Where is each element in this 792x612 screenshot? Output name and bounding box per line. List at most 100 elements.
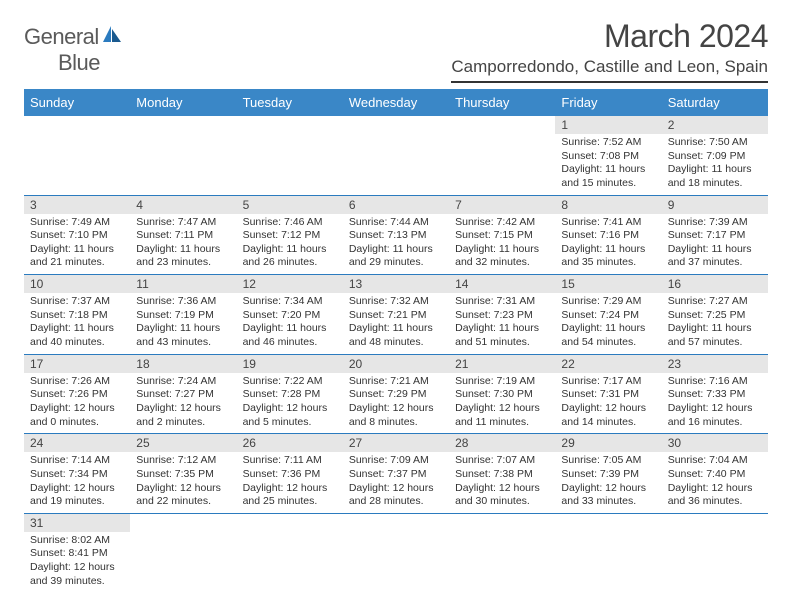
day-header: Monday [130, 89, 236, 116]
day-number: 11 [130, 275, 236, 293]
day-data: Sunrise: 7:21 AMSunset: 7:29 PMDaylight:… [343, 373, 449, 434]
calendar-cell: 13 Sunrise: 7:32 AMSunset: 7:21 PMDayligh… [343, 275, 449, 355]
calendar-row: 3Sunrise: 7:49 AMSunset: 7:10 PMDaylight… [24, 195, 768, 275]
calendar-cell: 1Sunrise: 7:52 AMSunset: 7:08 PMDaylight… [555, 116, 661, 195]
day-number: 13 [343, 275, 449, 293]
sunset-text: Sunset: 7:34 PM [30, 468, 124, 482]
sunrise-text: Sunrise: 7:24 AM [136, 375, 230, 389]
sunrise-text: Sunrise: 7:32 AM [349, 295, 443, 309]
daylight-text-2: and 23 minutes. [136, 256, 230, 270]
daylight-text-2: and 40 minutes. [30, 336, 124, 350]
sunrise-text: Sunrise: 7:49 AM [30, 216, 124, 230]
sunset-text: Sunset: 7:19 PM [136, 309, 230, 323]
sunrise-text: Sunrise: 7:07 AM [455, 454, 549, 468]
sunset-text: Sunset: 7:11 PM [136, 229, 230, 243]
day-data: Sunrise: 7:11 AMSunset: 7:36 PMDaylight:… [237, 452, 343, 513]
calendar-cell: 29Sunrise: 7:05 AMSunset: 7:39 PMDayligh… [555, 434, 661, 514]
day-number: 6 [343, 196, 449, 214]
calendar-cell [24, 116, 130, 195]
daylight-text-2: and 11 minutes. [455, 416, 549, 430]
daylight-text-1: Daylight: 12 hours [668, 482, 762, 496]
sunrise-text: Sunrise: 7:36 AM [136, 295, 230, 309]
calendar-cell: 30Sunrise: 7:04 AMSunset: 7:40 PMDayligh… [662, 434, 768, 514]
sunset-text: Sunset: 7:17 PM [668, 229, 762, 243]
day-number: 8 [555, 196, 661, 214]
daylight-text-2: and 19 minutes. [30, 495, 124, 509]
sunrise-text: Sunrise: 7:31 AM [455, 295, 549, 309]
sunrise-text: Sunrise: 7:17 AM [561, 375, 655, 389]
day-data: Sunrise: 7:36 AMSunset: 7:19 PMDaylight:… [130, 293, 236, 354]
sunset-text: Sunset: 7:37 PM [349, 468, 443, 482]
day-number: 5 [237, 196, 343, 214]
calendar-cell [237, 116, 343, 195]
daylight-text-2: and 16 minutes. [668, 416, 762, 430]
calendar-cell [130, 513, 236, 592]
calendar-cell [343, 116, 449, 195]
day-number: 17 [24, 355, 130, 373]
sunset-text: Sunset: 7:20 PM [243, 309, 337, 323]
day-data: Sunrise: 7:39 AMSunset: 7:17 PMDaylight:… [662, 214, 768, 275]
daylight-text-1: Daylight: 12 hours [243, 482, 337, 496]
calendar-cell: 5Sunrise: 7:46 AMSunset: 7:12 PMDaylight… [237, 195, 343, 275]
calendar-cell: 28Sunrise: 7:07 AMSunset: 7:38 PMDayligh… [449, 434, 555, 514]
sunset-text: Sunset: 7:10 PM [30, 229, 124, 243]
sunrise-text: Sunrise: 8:02 AM [30, 534, 124, 548]
day-data: Sunrise: 8:02 AMSunset: 8:41 PMDaylight:… [24, 532, 130, 593]
sunrise-text: Sunrise: 7:34 AM [243, 295, 337, 309]
location: Camporredondo, Castille and Leon, Spain [451, 57, 768, 83]
day-data: Sunrise: 7:12 AMSunset: 7:35 PMDaylight:… [130, 452, 236, 513]
sunrise-text: Sunrise: 7:16 AM [668, 375, 762, 389]
sunset-text: Sunset: 7:26 PM [30, 388, 124, 402]
daylight-text-1: Daylight: 12 hours [136, 482, 230, 496]
daylight-text-2: and 35 minutes. [561, 256, 655, 270]
calendar-cell: 16Sunrise: 7:27 AMSunset: 7:25 PMDayligh… [662, 275, 768, 355]
calendar-cell: 23Sunrise: 7:16 AMSunset: 7:33 PMDayligh… [662, 354, 768, 434]
daylight-text-2: and 28 minutes. [349, 495, 443, 509]
calendar-row: 31Sunrise: 8:02 AMSunset: 8:41 PMDayligh… [24, 513, 768, 592]
sunrise-text: Sunrise: 7:26 AM [30, 375, 124, 389]
calendar-cell [237, 513, 343, 592]
day-number: 30 [662, 434, 768, 452]
daylight-text-2: and 2 minutes. [136, 416, 230, 430]
daylight-text-1: Daylight: 11 hours [455, 322, 549, 336]
calendar-cell: 18Sunrise: 7:24 AMSunset: 7:27 PMDayligh… [130, 354, 236, 434]
day-data: Sunrise: 7:29 AMSunset: 7:24 PMDaylight:… [555, 293, 661, 354]
daylight-text-1: Daylight: 11 hours [30, 322, 124, 336]
sunset-text: Sunset: 7:40 PM [668, 468, 762, 482]
day-number: 27 [343, 434, 449, 452]
day-header: Thursday [449, 89, 555, 116]
day-data: Sunrise: 7:44 AMSunset: 7:13 PMDaylight:… [343, 214, 449, 275]
day-number: 31 [24, 514, 130, 532]
daylight-text-2: and 0 minutes. [30, 416, 124, 430]
sunset-text: Sunset: 7:28 PM [243, 388, 337, 402]
calendar-cell: 3Sunrise: 7:49 AMSunset: 7:10 PMDaylight… [24, 195, 130, 275]
sunset-text: Sunset: 7:21 PM [349, 309, 443, 323]
daylight-text-2: and 48 minutes. [349, 336, 443, 350]
day-number: 18 [130, 355, 236, 373]
sunrise-text: Sunrise: 7:41 AM [561, 216, 655, 230]
calendar-cell: 27 Sunrise: 7:09 AMSunset: 7:37 PMDayligh… [343, 434, 449, 514]
sunrise-text: Sunrise: 7:37 AM [30, 295, 124, 309]
daylight-text-2: and 36 minutes. [668, 495, 762, 509]
day-number: 25 [130, 434, 236, 452]
daylight-text-1: Daylight: 12 hours [349, 482, 443, 496]
sunset-text: Sunset: 7:12 PM [243, 229, 337, 243]
calendar-cell: 31Sunrise: 8:02 AMSunset: 8:41 PMDayligh… [24, 513, 130, 592]
daylight-text-1: Daylight: 11 hours [243, 322, 337, 336]
day-data: Sunrise: 7:16 AMSunset: 7:33 PMDaylight:… [662, 373, 768, 434]
sunset-text: Sunset: 7:27 PM [136, 388, 230, 402]
sunrise-text: Sunrise: 7:09 AM [349, 454, 443, 468]
sunset-text: Sunset: 7:08 PM [561, 150, 655, 164]
daylight-text-2: and 39 minutes. [30, 575, 124, 589]
day-data: Sunrise: 7:14 AMSunset: 7:34 PMDaylight:… [24, 452, 130, 513]
day-number: 24 [24, 434, 130, 452]
sunrise-text: Sunrise: 7:05 AM [561, 454, 655, 468]
sunrise-text: Sunrise: 7:42 AM [455, 216, 549, 230]
sunrise-text: Sunrise: 7:46 AM [243, 216, 337, 230]
daylight-text-1: Daylight: 12 hours [668, 402, 762, 416]
day-data: Sunrise: 7:46 AMSunset: 7:12 PMDaylight:… [237, 214, 343, 275]
calendar-cell [662, 513, 768, 592]
sunrise-text: Sunrise: 7:44 AM [349, 216, 443, 230]
daylight-text-1: Daylight: 12 hours [349, 402, 443, 416]
daylight-text-1: Daylight: 11 hours [349, 322, 443, 336]
